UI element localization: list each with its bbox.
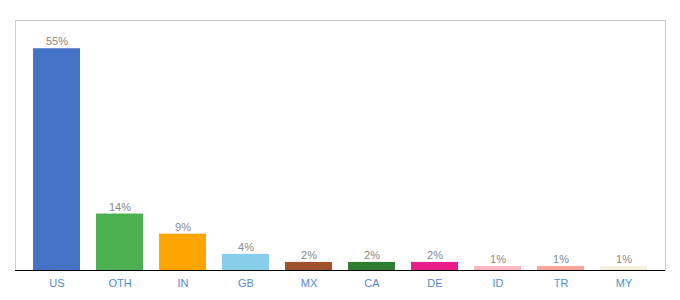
svg-text:MY: MY (616, 277, 633, 289)
svg-text:2%: 2% (301, 249, 317, 261)
svg-text:GB: GB (238, 277, 254, 289)
svg-text:IN: IN (178, 277, 189, 289)
svg-text:1%: 1% (490, 253, 506, 265)
svg-text:2%: 2% (427, 249, 443, 261)
svg-text:55%: 55% (46, 35, 68, 47)
svg-text:1%: 1% (616, 253, 632, 265)
svg-text:TR: TR (554, 277, 569, 289)
svg-text:14%: 14% (109, 201, 131, 213)
svg-text:DE: DE (427, 277, 442, 289)
svg-text:CA: CA (364, 277, 380, 289)
svg-text:1%: 1% (553, 253, 569, 265)
svg-text:2%: 2% (364, 249, 380, 261)
svg-text:US: US (49, 277, 64, 289)
svg-text:4%: 4% (238, 241, 254, 253)
svg-text:9%: 9% (175, 221, 191, 233)
svg-text:OTH: OTH (108, 277, 131, 289)
svg-text:ID: ID (493, 277, 504, 289)
svg-text:MX: MX (301, 277, 318, 289)
